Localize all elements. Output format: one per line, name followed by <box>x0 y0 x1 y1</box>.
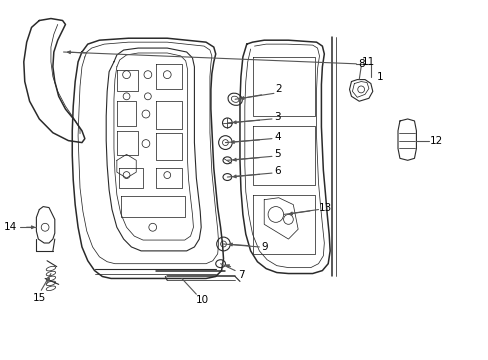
Text: 1: 1 <box>376 72 383 82</box>
Text: 13: 13 <box>318 203 331 212</box>
Text: 2: 2 <box>275 84 282 94</box>
Text: 7: 7 <box>237 270 244 279</box>
Text: 15: 15 <box>33 293 46 303</box>
Text: 4: 4 <box>274 132 281 142</box>
Text: 8: 8 <box>357 59 364 69</box>
Text: 6: 6 <box>274 166 281 176</box>
Text: 5: 5 <box>274 149 281 159</box>
Text: 10: 10 <box>195 295 208 305</box>
Text: 3: 3 <box>274 112 281 122</box>
Text: 12: 12 <box>429 136 443 145</box>
Text: 14: 14 <box>4 222 17 232</box>
Text: 9: 9 <box>262 242 268 252</box>
Text: 11: 11 <box>362 57 375 67</box>
